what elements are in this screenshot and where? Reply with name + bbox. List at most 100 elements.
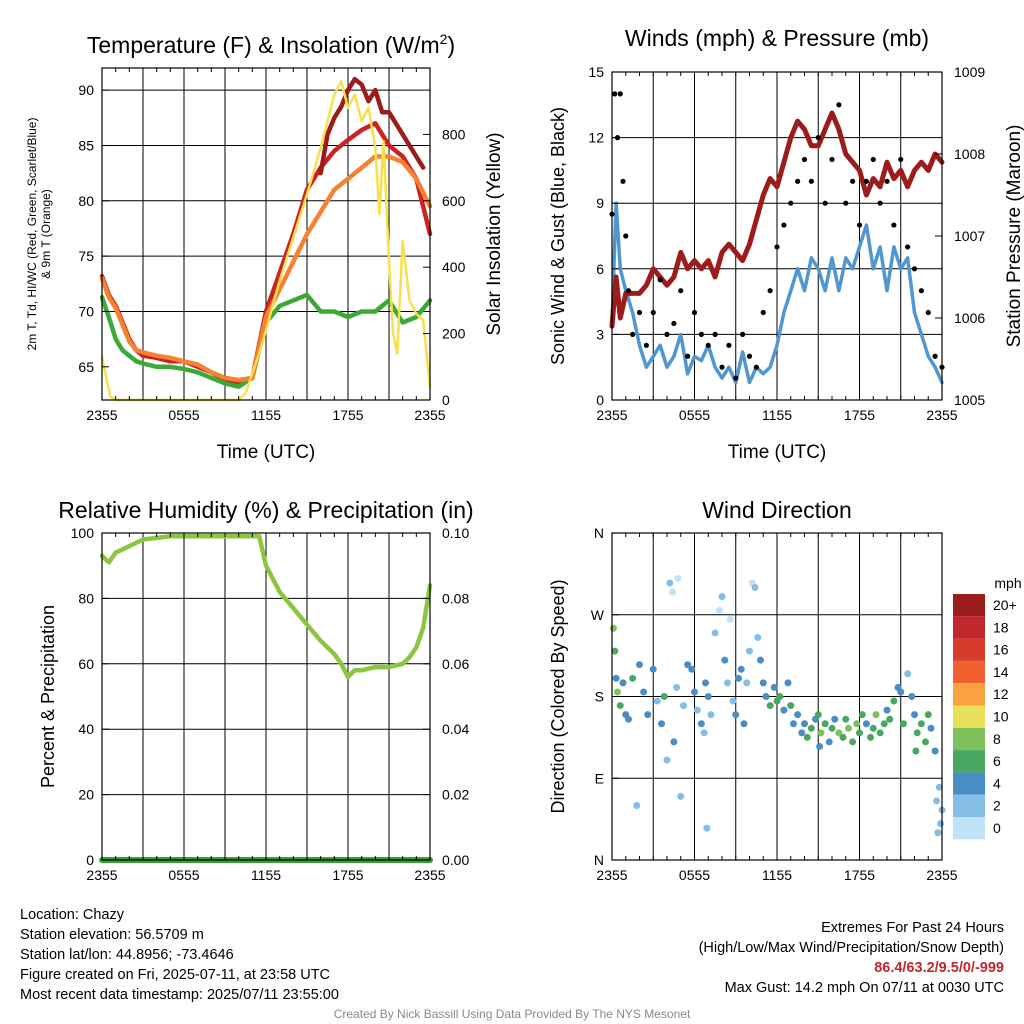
direction-point bbox=[619, 679, 627, 687]
y-tick-label: 0 bbox=[86, 852, 94, 868]
y2-tick-label: 1007 bbox=[954, 228, 985, 244]
legend-label: 0 bbox=[993, 820, 1001, 836]
y-tick-label: S bbox=[595, 689, 604, 705]
chart-temp: 2355 0555 1155 1755 2355 65 70 75 80 85 90 0 200 400 6… bbox=[25, 31, 505, 463]
gust-point bbox=[671, 320, 677, 327]
direction-point bbox=[724, 679, 731, 687]
gust-point bbox=[691, 309, 698, 316]
legend-label: 10 bbox=[993, 709, 1009, 725]
direction-point bbox=[611, 647, 619, 655]
direction-point bbox=[931, 747, 939, 755]
gust-point bbox=[836, 102, 842, 108]
direction-point bbox=[794, 711, 802, 719]
gust-point bbox=[891, 222, 897, 228]
y2-tick-label: 800 bbox=[442, 126, 466, 142]
y-tick-label: 100 bbox=[71, 525, 95, 541]
legend-swatch bbox=[953, 705, 985, 728]
gust-point bbox=[733, 375, 739, 381]
direction-point bbox=[869, 724, 877, 732]
x-tick-label: 1755 bbox=[844, 407, 875, 423]
direction-point bbox=[912, 747, 920, 755]
direction-point bbox=[691, 688, 698, 696]
legend-label: 20+ bbox=[993, 597, 1017, 613]
direction-point bbox=[917, 720, 925, 728]
y2-tick-label: 1009 bbox=[954, 64, 985, 80]
direction-point bbox=[784, 679, 792, 687]
legend-swatch bbox=[953, 817, 985, 840]
gust-point bbox=[774, 244, 780, 250]
direction-point bbox=[890, 697, 898, 705]
gust-point bbox=[760, 309, 766, 316]
y-axis-label: Direction (Colored By Speed) bbox=[548, 579, 568, 813]
y-tick-label: 65 bbox=[78, 359, 94, 375]
direction-point bbox=[803, 733, 811, 741]
x-axis-label: Time (UTC) bbox=[217, 442, 316, 463]
direction-point bbox=[908, 693, 916, 700]
direction-point bbox=[700, 729, 708, 737]
direction-point bbox=[743, 679, 751, 687]
y2-tick-label: 0 bbox=[442, 392, 450, 408]
gust-point bbox=[698, 331, 704, 337]
direction-point bbox=[757, 656, 764, 664]
y-tick-label: N bbox=[594, 852, 604, 868]
y-tick-label: 6 bbox=[596, 261, 604, 277]
y2-axis-label: Solar Insolation (Yellow) bbox=[484, 132, 505, 335]
legend-swatch bbox=[953, 638, 985, 661]
direction-point bbox=[653, 697, 661, 705]
y-axis-label: Sonic Wind & Gust (Blue, Black) bbox=[548, 107, 568, 365]
legend-label: 18 bbox=[993, 619, 1009, 635]
direction-point bbox=[886, 715, 894, 723]
legend-label: 8 bbox=[993, 731, 1001, 747]
legend-swatch bbox=[953, 594, 985, 617]
direction-point bbox=[913, 729, 921, 737]
gust-point bbox=[625, 288, 632, 294]
gust-point bbox=[781, 222, 787, 228]
y2-tick-label: 0.06 bbox=[442, 656, 469, 672]
dewpoint-line bbox=[99, 292, 433, 389]
direction-point bbox=[937, 820, 945, 828]
direction-point bbox=[904, 670, 912, 678]
x-tick-label: 2355 bbox=[86, 867, 117, 883]
legend-label: 6 bbox=[993, 753, 1001, 769]
gust-point bbox=[918, 288, 924, 294]
x-ticks bbox=[101, 533, 431, 860]
x-ticks bbox=[611, 533, 943, 860]
direction-point bbox=[673, 683, 681, 691]
direction-point bbox=[670, 738, 678, 746]
chart-humidity: 2355 0555 1155 1755 23550204060801000.000.02… bbox=[38, 497, 474, 883]
direction-point bbox=[825, 738, 833, 746]
gust-point bbox=[719, 364, 725, 370]
x-tick-label: 1755 bbox=[844, 867, 875, 883]
gust-point bbox=[753, 364, 759, 370]
direction-point bbox=[737, 665, 745, 673]
superscript: 2 bbox=[440, 31, 448, 47]
chart-title: Winds (mph) & Pressure (mb) bbox=[625, 25, 929, 51]
gust-point bbox=[726, 342, 732, 348]
gust-point bbox=[815, 135, 821, 141]
direction-point bbox=[711, 629, 719, 637]
chart-title: Relative Humidity (%) & Precipitation (i… bbox=[58, 497, 473, 523]
gridlines bbox=[102, 533, 430, 860]
direction-point bbox=[900, 720, 907, 728]
direction-point bbox=[636, 661, 643, 669]
direction-point bbox=[856, 729, 863, 737]
direction-point bbox=[817, 729, 825, 737]
created-text: Figure created on Fri, 2025-07-11, at 23… bbox=[20, 967, 331, 983]
gust-point bbox=[925, 309, 931, 316]
x-tick-label: 1155 bbox=[762, 407, 792, 423]
gust-point bbox=[829, 156, 835, 163]
direction-point bbox=[614, 688, 621, 696]
direction-point bbox=[625, 715, 632, 723]
direction-point bbox=[674, 574, 682, 582]
y-tick-label: 70 bbox=[78, 303, 94, 319]
gust-point bbox=[870, 156, 876, 163]
legend-swatch bbox=[953, 683, 985, 706]
gust-point bbox=[877, 200, 883, 206]
direction-point bbox=[703, 824, 711, 832]
gust-point bbox=[620, 178, 626, 184]
direction-point bbox=[666, 579, 674, 587]
data-marks bbox=[609, 574, 946, 837]
gust-point bbox=[801, 156, 808, 163]
